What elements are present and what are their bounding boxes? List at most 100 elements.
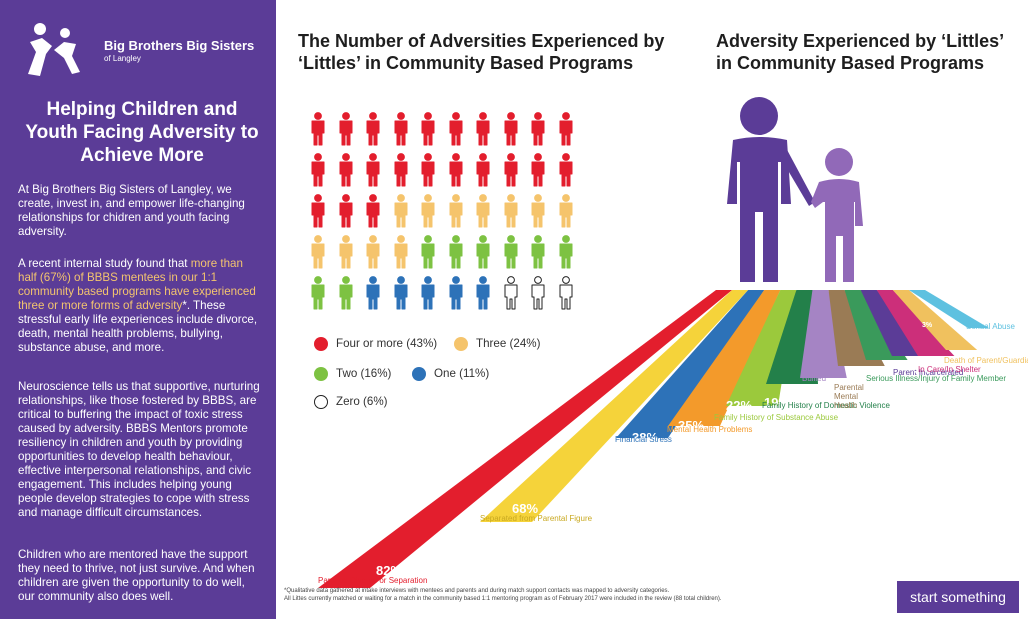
person-figure — [310, 194, 326, 228]
neuroscience-paragraph: Neuroscience tells us that supportive, n… — [18, 380, 260, 519]
adversity-category-label: Parent Incarcerated — [893, 368, 964, 377]
adult-child-icon — [727, 97, 863, 282]
org-name: Big Brothers Big Sisters — [104, 38, 255, 53]
study-text-post: *. These stressful early life experience… — [18, 299, 258, 354]
adversity-category-label: Bullied — [802, 374, 827, 383]
person-figure — [448, 276, 464, 310]
study-paragraph: A recent internal study found that more … — [18, 257, 264, 355]
person-figure — [338, 112, 354, 146]
person-figure — [365, 112, 381, 146]
person-figure — [475, 194, 491, 228]
adversity-percent-label: 82% — [376, 563, 403, 578]
person-figure — [530, 276, 546, 310]
footnote-line-2: All Littes currently matched or waiting … — [284, 596, 722, 602]
study-highlight: more than half (67%) of BBBS mentees in … — [18, 257, 256, 312]
legend-swatch — [314, 367, 328, 381]
person-figure — [475, 112, 491, 146]
sidebar: Big Brothers Big Sisters of Langley Help… — [0, 0, 276, 619]
legend-swatch — [314, 395, 328, 409]
person-figure — [310, 112, 326, 146]
person-figure — [558, 235, 574, 269]
person-figure — [420, 194, 436, 228]
person-figure — [503, 235, 519, 269]
person-figure — [393, 276, 409, 310]
person-figure — [448, 153, 464, 187]
person-figure — [338, 194, 354, 228]
legend-label: Three (24%) — [476, 337, 541, 350]
adversity-percent-label: 9% — [886, 364, 902, 376]
person-figure — [393, 153, 409, 187]
person-figure — [365, 194, 381, 228]
legend-label: Two (16%) — [336, 367, 392, 380]
legend-swatch — [454, 337, 468, 351]
footnote: *Qualitative data gathered at intake int… — [284, 587, 884, 603]
adversity-band — [616, 290, 765, 438]
person-figure — [530, 194, 546, 228]
intro-paragraph: At Big Brothers Big Sisters of Langley, … — [18, 183, 245, 238]
adversity-percent-label: 10% — [858, 371, 881, 383]
adversity-band — [480, 290, 749, 522]
person-figure — [420, 276, 436, 310]
adversity-percent-label: 3% — [922, 322, 933, 329]
adversity-band — [908, 290, 989, 328]
person-figure — [558, 276, 574, 310]
person-figure — [365, 153, 381, 187]
person-figure — [503, 276, 519, 310]
org-subtitle: of Langley — [104, 54, 141, 63]
person-figure — [503, 194, 519, 228]
adversity-percent-label: 38% — [632, 430, 659, 445]
person-figure — [365, 235, 381, 269]
adversity-category-label: Serious Illness/Injury of Family Member — [866, 374, 1007, 383]
adversity-category-label: Family History of Domestic Violence — [762, 401, 890, 410]
person-figure — [420, 235, 436, 269]
person-figure — [393, 235, 409, 269]
adversity-percent-label: 7% — [940, 356, 956, 368]
person-figure — [420, 153, 436, 187]
adversity-band — [318, 290, 733, 588]
person-figure — [558, 153, 574, 187]
adversity-band — [892, 290, 978, 350]
person-figure — [530, 112, 546, 146]
person-figure — [393, 194, 409, 228]
person-figure — [310, 235, 326, 269]
person-figure — [558, 112, 574, 146]
adversity-category-label: Parental Divorce or Separation — [318, 576, 428, 585]
adversity-band — [800, 290, 847, 378]
adversity-category-label: Mental Health Problems — [667, 425, 753, 434]
sidebar-title: Helping Children and Youth Facing Advers… — [25, 99, 259, 166]
person-figure — [448, 235, 464, 269]
study-text-pre: A recent internal study found that — [18, 257, 191, 270]
logo: Big Brothers Big Sisters of Langley — [24, 20, 264, 80]
start-something-button[interactable]: start something — [897, 581, 1019, 613]
adversity-percent-label: 15% — [800, 384, 827, 399]
pictograph — [310, 112, 590, 320]
adversity-category-label: Parental Mental Health — [834, 383, 864, 410]
person-figure — [310, 153, 326, 187]
adversity-category-label: Separated from Parental Figure — [480, 514, 593, 523]
person-figure — [393, 112, 409, 146]
person-figure — [475, 276, 491, 310]
adversity-category-label: Family History of Substance Abuse — [714, 413, 839, 422]
legend-swatch — [412, 367, 426, 381]
adversity-percent-label: 19% — [764, 395, 791, 410]
bbbs-logo-icon — [28, 23, 80, 76]
person-figure — [475, 235, 491, 269]
adversity-percent-label: 14% — [832, 381, 859, 396]
person-figure — [420, 112, 436, 146]
right-chart-title: Adversity Experienced by ‘Littles’ in Co… — [716, 31, 1004, 73]
legend-label: Zero (6%) — [336, 395, 388, 408]
person-figure — [448, 112, 464, 146]
adversity-percent-label: 22% — [726, 398, 753, 413]
legend-swatch — [314, 337, 328, 351]
person-figure — [558, 194, 574, 228]
footnote-line-1: *Qualitative data gathered at intake int… — [284, 588, 670, 594]
legend-label: One (11%) — [434, 367, 490, 380]
adversity-category-label: Sexual Abuse — [966, 322, 1015, 331]
person-figure — [338, 235, 354, 269]
adversity-percent-label: 9% — [914, 364, 930, 376]
adversity-band — [668, 290, 781, 426]
adversity-percent-label: 35% — [678, 418, 705, 433]
big-and-little-illustration — [715, 96, 885, 286]
left-chart-title: The Number of Adversities Experienced by… — [298, 31, 665, 73]
